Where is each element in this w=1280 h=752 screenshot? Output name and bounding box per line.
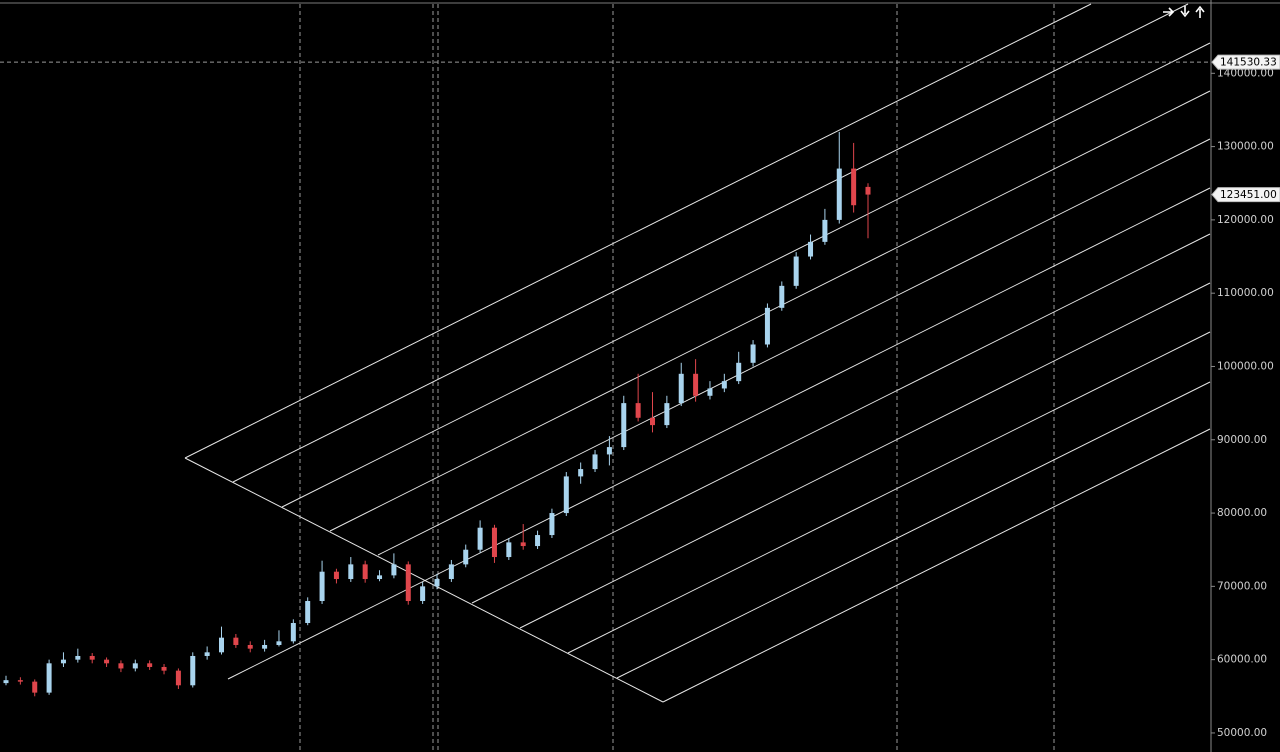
fan-line	[232, 3, 1189, 483]
crosshair-price-box	[1211, 54, 1280, 70]
fan-line	[471, 233, 1211, 604]
fan-line	[377, 138, 1211, 556]
last-price-label: 123451.00	[1220, 189, 1277, 201]
candle-body	[420, 586, 426, 602]
candle-body	[664, 403, 670, 426]
candle-body	[405, 564, 411, 602]
candle-body	[592, 454, 598, 470]
fan-line	[567, 331, 1211, 654]
y-tick-label: 80000.00	[1217, 507, 1267, 519]
candle-body	[219, 637, 224, 653]
time-grid	[299, 4, 1055, 752]
candle-body	[46, 663, 52, 693]
arrow-up[interactable]	[1195, 5, 1205, 18]
candle-body	[851, 168, 857, 206]
fan-line	[329, 90, 1211, 532]
candle-body	[104, 659, 110, 664]
y-tick-label: 60000.00	[1217, 654, 1267, 666]
candle-body	[808, 241, 814, 257]
candle-body	[17, 680, 23, 682]
candle-body	[377, 575, 383, 580]
y-tick-label: 90000.00	[1217, 434, 1267, 446]
y-tick-label: 130000.00	[1217, 141, 1274, 153]
candle-body	[89, 655, 95, 660]
candle-body	[506, 542, 512, 558]
arrow-down[interactable]	[1180, 6, 1190, 18]
candle-body	[190, 655, 196, 686]
candle-body	[721, 381, 727, 389]
candle-body	[764, 307, 770, 345]
candle-body	[247, 644, 253, 649]
candle-body	[822, 219, 828, 242]
fan-line	[281, 42, 1211, 508]
candle-body	[779, 285, 785, 308]
candle-body	[233, 637, 239, 645]
y-tick-label: 50000.00	[1217, 727, 1267, 739]
candle-body	[750, 344, 756, 363]
candle-body	[693, 373, 699, 396]
candle-body	[477, 527, 483, 550]
candle-body	[290, 623, 296, 642]
fan-line	[616, 381, 1211, 679]
fan-line	[519, 282, 1211, 629]
candle-body	[262, 644, 268, 649]
candle-body	[75, 655, 81, 660]
y-tick-label: 70000.00	[1217, 580, 1267, 592]
nav-arrows[interactable]	[1163, 5, 1205, 18]
candle-body	[836, 168, 842, 220]
candle-body	[348, 564, 354, 580]
candle-body	[276, 641, 282, 645]
candle-body	[549, 513, 555, 536]
candle-body	[175, 670, 181, 686]
candle-body	[520, 542, 526, 547]
fan-line	[662, 428, 1211, 703]
candle-body	[621, 403, 627, 448]
candle-body	[362, 564, 368, 580]
candle-body	[678, 373, 684, 404]
candle-body	[635, 403, 641, 418]
candle-body	[319, 571, 325, 602]
y-tick-label: 110000.00	[1217, 287, 1274, 299]
candle-body	[865, 186, 871, 195]
candle-body	[333, 571, 339, 580]
candle-body	[578, 469, 584, 477]
fan-drawing	[184, 3, 1211, 703]
candle-body	[391, 564, 397, 576]
fan-base	[184, 457, 664, 703]
candle-body	[707, 388, 713, 396]
last-price-box	[1211, 187, 1280, 203]
candle-body	[204, 652, 210, 656]
candle-body	[3, 680, 9, 684]
candle-body	[606, 447, 612, 455]
candle-body	[535, 535, 541, 547]
y-tick-label: 120000.00	[1217, 214, 1274, 226]
candle-body	[434, 579, 440, 587]
y-tick-label: 140000.00	[1217, 67, 1274, 79]
candle-body	[118, 663, 124, 669]
candle-body	[147, 663, 153, 667]
fan-line	[184, 3, 1092, 459]
candle-body	[650, 417, 655, 426]
candle-body	[32, 681, 38, 693]
candle-body	[305, 601, 311, 624]
candle-body	[793, 256, 799, 286]
fan-line	[227, 187, 1211, 680]
candle-body	[491, 527, 497, 558]
candle-body	[161, 666, 167, 671]
candle-body	[463, 549, 469, 565]
candle-body	[736, 362, 742, 382]
arrow-right[interactable]	[1163, 7, 1175, 17]
candle-body	[132, 663, 138, 669]
candle-body	[448, 564, 454, 580]
y-tick-label: 100000.00	[1217, 360, 1274, 372]
crosshair-price-label: 141530.33	[1220, 57, 1277, 69]
candle-body	[60, 659, 66, 664]
candle-body	[563, 476, 569, 514]
